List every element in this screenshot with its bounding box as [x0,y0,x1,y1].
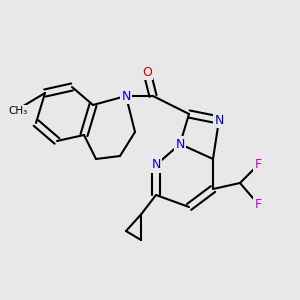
Text: N: N [175,137,185,151]
Text: CH₃: CH₃ [8,106,28,116]
Text: F: F [254,158,262,172]
Text: N: N [151,158,161,172]
Text: N: N [214,113,224,127]
Text: O: O [142,65,152,79]
Text: F: F [254,197,262,211]
Text: N: N [121,89,131,103]
